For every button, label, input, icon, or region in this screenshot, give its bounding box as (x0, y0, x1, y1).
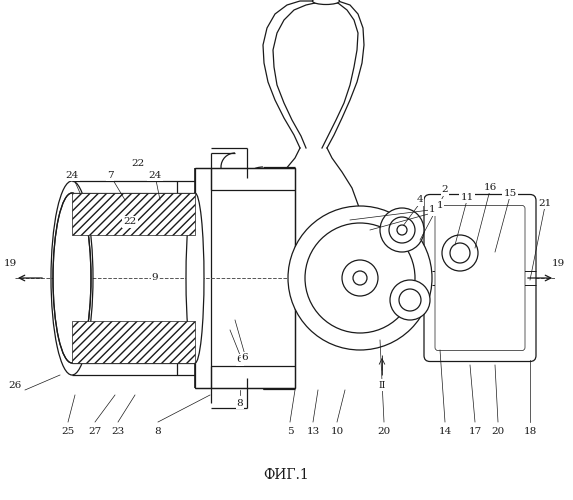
Text: 11: 11 (460, 192, 474, 202)
Text: 22: 22 (123, 218, 136, 226)
Text: 27: 27 (88, 428, 101, 436)
Bar (195, 168, 295, 388)
Text: 5: 5 (286, 428, 293, 436)
Circle shape (288, 206, 432, 350)
Circle shape (450, 243, 470, 263)
Ellipse shape (53, 193, 91, 363)
Text: 13: 13 (307, 428, 320, 436)
Text: 4: 4 (417, 196, 423, 204)
Text: 10: 10 (331, 428, 344, 436)
Bar (72, 321, 195, 363)
Text: 19: 19 (551, 258, 564, 268)
FancyBboxPatch shape (424, 194, 536, 362)
Circle shape (305, 223, 415, 333)
Text: 26: 26 (9, 380, 22, 390)
Text: 1: 1 (429, 206, 435, 214)
Text: 8: 8 (237, 398, 244, 407)
Circle shape (380, 208, 424, 252)
Text: 20: 20 (492, 428, 505, 436)
Text: 1: 1 (437, 200, 444, 209)
Text: 25: 25 (61, 428, 74, 436)
Text: II: II (378, 380, 386, 390)
Text: 6: 6 (242, 354, 248, 362)
Text: 18: 18 (523, 428, 537, 436)
Circle shape (342, 260, 378, 296)
Circle shape (399, 289, 421, 311)
Text: 14: 14 (438, 428, 452, 436)
Text: 15: 15 (503, 188, 517, 198)
Text: 23: 23 (111, 428, 124, 436)
Circle shape (442, 235, 478, 271)
Text: 8: 8 (155, 428, 162, 436)
Text: 24: 24 (148, 170, 162, 179)
Text: 19: 19 (1, 258, 15, 268)
Text: 17: 17 (468, 428, 482, 436)
Text: 9: 9 (152, 274, 158, 282)
Text: 6: 6 (237, 356, 244, 364)
Text: 21: 21 (539, 198, 552, 207)
FancyBboxPatch shape (435, 206, 525, 350)
Text: 19: 19 (3, 258, 17, 268)
Bar (72, 193, 195, 235)
Text: 20: 20 (378, 428, 391, 436)
Circle shape (389, 217, 415, 243)
Circle shape (353, 271, 367, 285)
Text: 24: 24 (65, 170, 79, 179)
Text: 2: 2 (442, 186, 448, 194)
Circle shape (397, 225, 407, 235)
Circle shape (390, 280, 430, 320)
Ellipse shape (186, 193, 204, 363)
Text: 7: 7 (107, 170, 113, 179)
Text: 16: 16 (484, 182, 497, 192)
Text: 22: 22 (131, 158, 144, 168)
Text: ФИГ.1: ФИГ.1 (263, 468, 309, 482)
Ellipse shape (312, 0, 339, 4)
